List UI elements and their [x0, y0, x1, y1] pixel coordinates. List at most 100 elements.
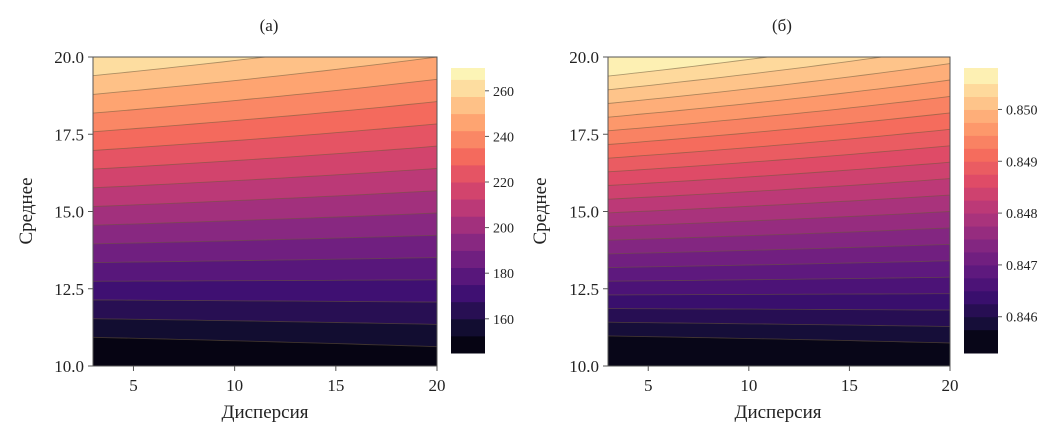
y-tick-label: 12.5 [569, 280, 599, 299]
contour-line [608, 63, 950, 104]
colorbar-segment [451, 233, 485, 251]
colorbar-segment [451, 164, 485, 183]
colorbar-segment [964, 122, 998, 136]
colorbar-segment [451, 250, 485, 268]
y-tick-label: 17.5 [54, 125, 84, 144]
contour-line [93, 101, 437, 133]
contour-line [608, 57, 772, 77]
colorbar-segment [964, 109, 998, 123]
contour-line [93, 57, 437, 95]
contour-line [608, 194, 950, 214]
y-tick-label: 20.0 [569, 48, 599, 67]
panel-b-contour-plot [608, 57, 950, 366]
colorbar-tick-label: 0.847 [1006, 259, 1038, 274]
contour-line [608, 321, 950, 328]
contour-line [608, 95, 950, 132]
contour-line [93, 299, 437, 303]
contour-line [608, 276, 950, 282]
x-tick-label: 15 [841, 376, 858, 395]
colorbar-segment [964, 239, 998, 253]
panel-a-x-ticks: 5 10 15 20 [129, 366, 446, 395]
contour-line [608, 227, 950, 241]
panel-b-colorbar: 0.846 0.847 0.848 0.849 0.850 [964, 68, 1038, 354]
colorbar-tick-label: 0.848 [1006, 207, 1038, 222]
x-tick-label: 5 [644, 376, 653, 395]
colorbar-segment [451, 318, 485, 337]
panel-b: (б) 5 10 15 20 10.0 12.5 15.0 17.5 20.0 Дисперс… [530, 16, 1038, 423]
contour-line [93, 279, 437, 282]
panel-a-colorbar: 160 180 200 220 240 260 [451, 68, 514, 354]
colorbar-segment [964, 83, 998, 97]
colorbar-segment [964, 68, 998, 85]
colorbar-segment [964, 161, 998, 175]
y-tick-label: 20.0 [54, 48, 84, 67]
colorbar-segment [451, 284, 485, 303]
colorbar-segment [964, 226, 998, 240]
panel-b-label: (б) [772, 16, 792, 35]
panel-a-y-ticks: 10.0 12.5 15.0 17.5 20.0 [54, 48, 93, 376]
colorbar-segment [964, 251, 998, 266]
colorbar-segment [964, 316, 998, 331]
contour-line [93, 57, 269, 77]
contour-line [93, 318, 437, 325]
colorbar-segment [964, 264, 998, 279]
panel-a-x-axis-label: Дисперсия [221, 402, 308, 423]
contour-line [93, 234, 437, 245]
colorbar-segment [964, 135, 998, 149]
colorbar-segment [964, 277, 998, 292]
colorbar-segment [964, 187, 998, 201]
contour-line [608, 293, 950, 296]
contour-line [608, 112, 950, 145]
y-tick-label: 17.5 [569, 125, 599, 144]
contour-line [608, 57, 885, 91]
panel-a-contour-plot [93, 57, 437, 366]
contour-line [608, 211, 950, 227]
y-tick-label: 10.0 [54, 357, 84, 376]
colorbar-segment [451, 130, 485, 149]
y-tick-label: 15.0 [54, 203, 84, 222]
panel-b-y-axis-label: Среднее [530, 177, 551, 244]
colorbar-tick-label: 200 [493, 222, 514, 237]
contour-line [608, 260, 950, 269]
colorbar-segment [964, 213, 998, 227]
panel-b-x-ticks: 5 10 15 20 [644, 366, 959, 395]
panel-b-y-ticks: 10.0 12.5 15.0 17.5 20.0 [569, 48, 608, 376]
colorbar-tick-label: 260 [493, 85, 514, 100]
contour-line [93, 123, 437, 151]
y-tick-label: 12.5 [54, 280, 84, 299]
contour-line [608, 308, 950, 311]
panel-a-label: (a) [260, 16, 279, 35]
contour-line [608, 128, 950, 159]
colorbar-segment [451, 216, 485, 234]
x-tick-label: 10 [740, 376, 757, 395]
x-tick-label: 15 [327, 376, 344, 395]
colorbar-segment [964, 96, 998, 110]
colorbar-tick-label: 0.849 [1006, 155, 1038, 170]
panel-a-y-axis-label: Среднее [16, 177, 37, 244]
colorbar-tick-label: 0.850 [1006, 103, 1038, 118]
colorbar-segment [964, 303, 998, 318]
colorbar-segment [451, 335, 485, 354]
colorbar-segment [964, 174, 998, 188]
x-tick-label: 20 [942, 376, 959, 395]
colorbar-segment [451, 267, 485, 286]
colorbar-segment [451, 79, 485, 97]
contour-line [93, 257, 437, 264]
colorbar-tick-label: 180 [493, 267, 514, 282]
panel-b-x-axis-label: Дисперсия [734, 402, 821, 423]
contour-line [93, 78, 437, 114]
panel-a: (a) 5 10 15 20 10.0 12.5 15.0 17.5 20.0 Дисперс… [16, 16, 514, 423]
colorbar-segment [964, 200, 998, 214]
colorbar-segment [451, 68, 485, 80]
colorbar-segment [964, 148, 998, 162]
contour-line [93, 167, 437, 189]
contour-line [93, 212, 437, 226]
x-tick-label: 20 [429, 376, 446, 395]
colorbar-segment [451, 182, 485, 200]
y-tick-label: 10.0 [569, 357, 599, 376]
colorbar-segment [451, 301, 485, 320]
contour-line [93, 336, 437, 348]
contour-line [93, 190, 437, 207]
x-tick-label: 5 [129, 376, 138, 395]
colorbar-tick-label: 220 [493, 176, 514, 191]
